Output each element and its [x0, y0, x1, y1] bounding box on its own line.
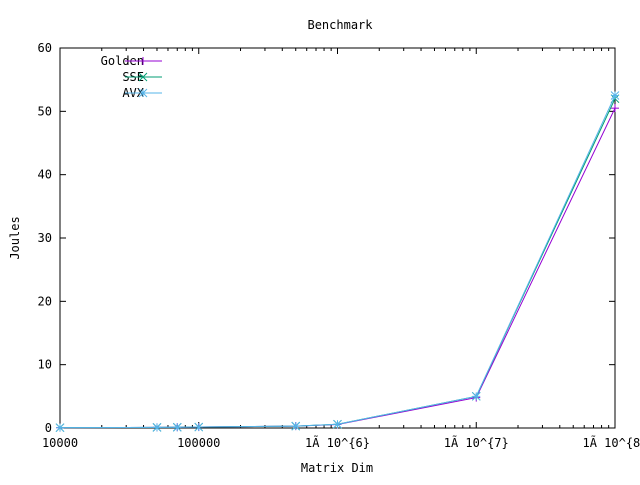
legend-marker [138, 88, 148, 98]
marker-stroke [333, 419, 342, 429]
data-point-avx [152, 423, 162, 432]
y-tick-label: 40 [38, 168, 52, 182]
marker-stroke [55, 423, 65, 433]
marker-stroke [152, 423, 162, 432]
chart-title: Benchmark [307, 18, 373, 32]
y-tick-label: 0 [45, 421, 52, 435]
marker-stroke [138, 72, 148, 82]
legend-label: Golden [101, 54, 144, 68]
marker-stroke [291, 421, 301, 431]
y-tick-label: 50 [38, 104, 52, 118]
legend-marker [138, 72, 148, 82]
y-tick-label: 60 [38, 41, 52, 55]
data-point-avx [610, 91, 620, 100]
data-point-avx [172, 422, 182, 432]
series-line-golden [59, 107, 616, 429]
data-point-avx [194, 422, 204, 432]
y-axis-label: Joules [8, 216, 22, 259]
x-tick-label: 1Ã 10^{7} [444, 435, 509, 450]
marker-stroke [194, 422, 204, 432]
marker-stroke [610, 91, 620, 100]
data-point-golden [611, 104, 619, 113]
y-tick-label: 20 [38, 294, 52, 308]
marker-stroke [138, 88, 148, 98]
axis-ticks: 0 10 20 30 40 50 60 10000 100000 1Ã 10^{6} 1Ã 10^{… [38, 41, 640, 450]
y-tick-label: 30 [38, 231, 52, 245]
series-layer [55, 91, 620, 433]
data-point-avx [55, 423, 65, 433]
data-point-avx [291, 421, 301, 431]
x-tick-label: 10000 [42, 436, 78, 450]
x-tick-label: 100000 [177, 436, 220, 450]
legend-marker [139, 57, 147, 65]
series-line-sse [59, 98, 616, 429]
data-point-avx [333, 419, 342, 429]
x-axis-label: Matrix Dim [301, 461, 373, 475]
marker-stroke [471, 391, 481, 401]
x-tick-label: 1Ã 10^{6} [305, 435, 370, 450]
marker-stroke [172, 422, 182, 432]
x-tick-label: 1Ã 10^{8} [582, 435, 640, 450]
data-point-avx [471, 391, 481, 401]
y-tick-label: 10 [38, 358, 52, 372]
series-line-avx [59, 95, 616, 429]
plot-frame [59, 47, 616, 429]
